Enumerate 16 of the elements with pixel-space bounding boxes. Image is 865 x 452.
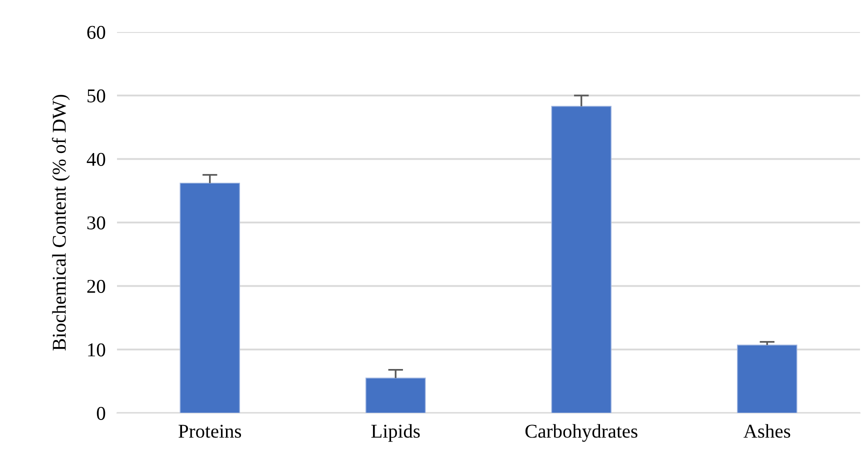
- y-tick-label: 40: [86, 152, 106, 166]
- bar: [180, 182, 240, 413]
- y-tick-label: 60: [87, 26, 106, 39]
- bar: [551, 106, 612, 413]
- x-tick-label: Carbohydrates: [525, 424, 638, 442]
- y-axis-title: Biochemical Content (% of DW): [52, 94, 70, 350]
- y-tick-label: 20: [87, 280, 106, 293]
- x-tick-label: Ashes: [744, 424, 790, 438]
- y-tick-label: 0: [96, 406, 106, 420]
- bar: [365, 378, 426, 413]
- y-tick-label: 10: [88, 343, 106, 356]
- bar: [736, 344, 798, 413]
- x-tick-label: Proteins: [178, 424, 242, 438]
- y-tick-label: 30: [87, 216, 106, 230]
- y-tick-label: 50: [88, 89, 106, 102]
- x-tick-label: Lipids: [371, 424, 420, 442]
